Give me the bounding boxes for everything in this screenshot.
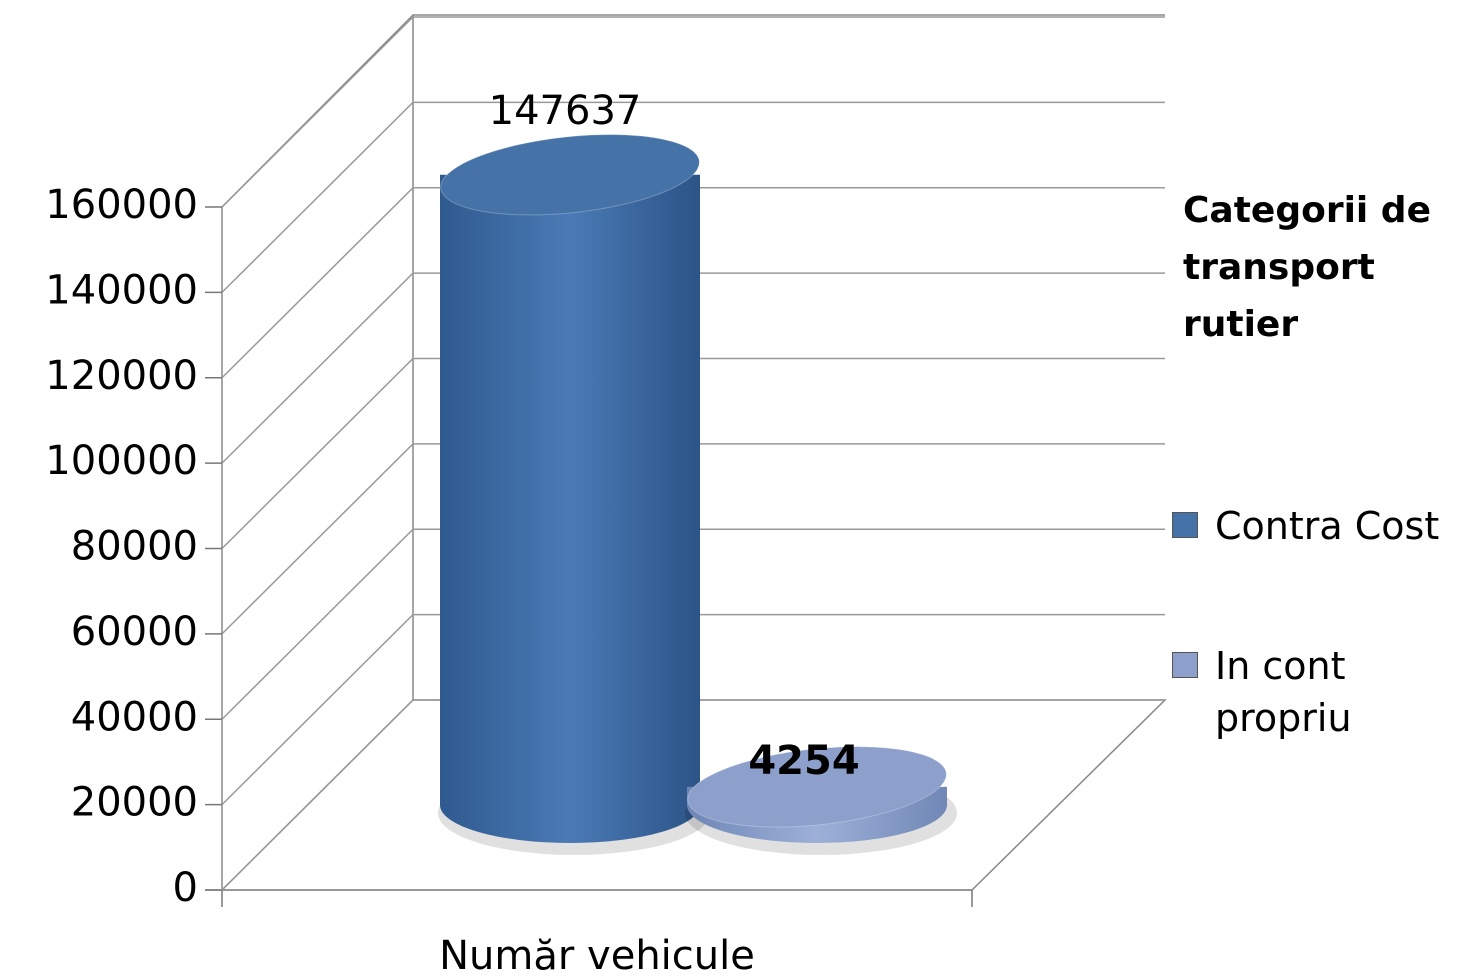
walls bbox=[205, 14, 1167, 907]
legend-label: Contra Cost bbox=[1215, 504, 1440, 548]
legend-label: In cont propriu bbox=[1215, 644, 1352, 740]
y-tick-label: 160000 bbox=[45, 182, 198, 228]
grid-line bbox=[221, 528, 1165, 720]
y-tick-label: 0 bbox=[173, 865, 198, 911]
legend-swatch bbox=[1172, 652, 1198, 678]
y-tick-label: 20000 bbox=[71, 780, 198, 826]
legend-swatch bbox=[1172, 512, 1198, 538]
grid-line bbox=[221, 613, 1165, 806]
grid-line bbox=[221, 16, 1165, 208]
bar-top bbox=[440, 134, 700, 216]
x-tick-label: Număr vehicule bbox=[439, 933, 755, 979]
bar-body bbox=[440, 174, 700, 844]
y-tick-label: 120000 bbox=[45, 353, 198, 399]
bar bbox=[685, 746, 957, 855]
data-label: 4254 bbox=[748, 738, 859, 784]
grid-line bbox=[221, 187, 1165, 379]
y-tick-label: 80000 bbox=[71, 524, 198, 570]
legend-title: Categorii de transport rutier bbox=[1183, 190, 1431, 345]
data-label: 147637 bbox=[489, 88, 642, 134]
grid-line bbox=[221, 101, 1165, 293]
bar bbox=[438, 134, 710, 855]
grid-line bbox=[221, 272, 1165, 464]
y-tick-label: 140000 bbox=[45, 267, 198, 313]
grid-line bbox=[221, 699, 1165, 891]
y-tick-label: 60000 bbox=[71, 609, 198, 655]
grid-line bbox=[221, 443, 1165, 635]
bar-top bbox=[687, 746, 947, 828]
y-tick-label: 40000 bbox=[71, 694, 198, 740]
y-tick-label: 100000 bbox=[45, 438, 198, 484]
grid-line bbox=[221, 357, 1165, 550]
